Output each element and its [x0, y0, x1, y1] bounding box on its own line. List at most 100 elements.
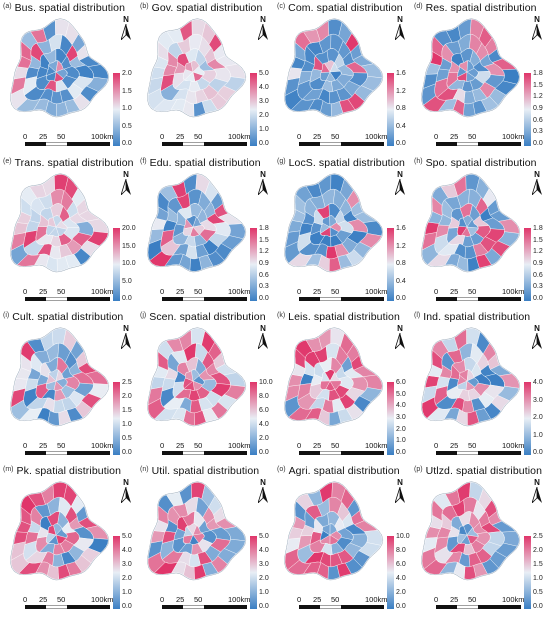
scale-label-0: 0 — [23, 441, 28, 450]
scale-bar: 0 25 50 100km — [293, 596, 389, 614]
panel-letter: (k) — [277, 312, 286, 319]
panel-name: Pk. spatial distribution — [16, 465, 122, 477]
color-scale-tick: 6.0 — [396, 379, 406, 386]
panel-letter: (c) — [277, 3, 286, 10]
panel-c: (c) Com. spatial distribution N 1.6 1.2 0.8… — [276, 1, 410, 152]
panel-letter: (g) — [277, 158, 286, 165]
scale-label-25: 25 — [450, 441, 459, 450]
color-scale-bar — [113, 536, 120, 609]
scale-label-50: 50 — [194, 132, 203, 141]
scale-label-100km: 100km — [228, 132, 251, 141]
scale-label-50: 50 — [194, 287, 203, 296]
panel-title: (d) Res. spatial distribution — [414, 1, 547, 14]
panel-name: Com. spatial distribution — [288, 2, 403, 14]
scale-label-0: 0 — [434, 441, 439, 450]
panel-letter: (d) — [414, 3, 423, 10]
panel-letter: (h) — [414, 158, 423, 165]
color-scale-bar — [524, 382, 531, 455]
scale-label-25: 25 — [450, 287, 459, 296]
district-region — [201, 379, 217, 393]
panel-o: (o) Agri. spatial distribution N 10.0 8.0 6… — [276, 464, 410, 615]
scale-bar: 0 25 50 100km — [19, 442, 115, 460]
scale-bar-graphic — [25, 451, 110, 455]
district-region — [10, 232, 26, 251]
color-scale-bar — [524, 228, 531, 301]
color-scale-tick: 0.5 — [122, 435, 132, 442]
color-scale-ticks: 1.8 1.5 1.2 0.9 0.6 0.3 0.0 — [533, 225, 547, 302]
scale-bar: 0 25 50 100km — [19, 133, 115, 151]
color-scale-tick: 4.0 — [533, 379, 543, 386]
color-scale-bar — [524, 536, 531, 609]
panel-letter: (f) — [140, 158, 147, 165]
district-map — [147, 18, 247, 118]
panel-title: (k) Leis. spatial distribution — [277, 310, 410, 323]
scale-label-0: 0 — [434, 287, 439, 296]
district-region — [290, 99, 315, 112]
color-scale-tick: 8.0 — [259, 393, 269, 400]
scale-label-100km: 100km — [502, 132, 525, 141]
scale-bar: 0 25 50 100km — [156, 442, 252, 460]
color-scale-tick: 2.0 — [396, 589, 406, 596]
north-arrow-icon: N — [393, 170, 407, 200]
scale-label-25: 25 — [313, 287, 322, 296]
color-scale-tick: 3.0 — [396, 414, 406, 421]
color-scale-tick: 0.6 — [259, 271, 269, 279]
district-map — [147, 173, 247, 273]
color-scale-ticks: 6.0 5.0 4.0 3.0 2.0 1.0 0.0 — [396, 379, 410, 456]
district-map — [421, 481, 521, 581]
scale-label-50: 50 — [57, 595, 66, 604]
scale-label-100km: 100km — [502, 287, 525, 296]
panel-title: (i) Cult. spatial distribution — [3, 310, 136, 323]
panel-f: (f) Edu. spatial distribution N 1.8 1.5 1.2… — [139, 156, 273, 307]
color-scale-tick: 0.3 — [533, 128, 543, 136]
color-scale-tick: 3.0 — [533, 396, 543, 404]
district-map — [10, 481, 110, 581]
panel-name: Util. spatial distribution — [151, 465, 260, 477]
district-region — [463, 102, 476, 117]
north-label: N — [397, 478, 403, 487]
color-scale-tick: 0.0 — [122, 140, 132, 147]
scale-bar-graphic — [299, 605, 384, 609]
color-scale-ticks: 2.5 2.0 1.5 1.0 0.5 0.0 — [122, 379, 136, 456]
color-scale-tick: 1.2 — [396, 242, 406, 250]
panel-p: (p) Utlzd. spatial distribution N 2.5 2.0 1… — [413, 464, 547, 615]
scale-label-0: 0 — [160, 441, 165, 450]
color-scale-ticks: 2.0 1.5 1.0 0.5 0.0 — [122, 70, 136, 147]
north-arrow-icon: N — [393, 478, 407, 508]
color-scale-bar — [250, 73, 257, 146]
color-scale-tick: 4.0 — [259, 421, 269, 428]
north-label: N — [397, 324, 403, 333]
scale-label-50: 50 — [468, 595, 477, 604]
color-scale-tick: 4.0 — [396, 575, 406, 582]
panel-title: (f) Edu. spatial distribution — [140, 156, 273, 169]
color-scale-tick: 2.0 — [259, 435, 269, 442]
district-map — [10, 327, 110, 427]
scale-label-50: 50 — [468, 441, 477, 450]
scale-label-50: 50 — [331, 595, 340, 604]
scale-bar: 0 25 50 100km — [156, 596, 252, 614]
color-scale-tick: 2.0 — [533, 547, 543, 554]
scale-label-25: 25 — [176, 132, 185, 141]
scale-label-25: 25 — [313, 132, 322, 141]
scale-bar-graphic — [436, 451, 521, 455]
color-scale-tick: 0.0 — [396, 140, 406, 147]
panel-a: (a) Bus. spatial distribution N 2.0 1.5 1.0… — [2, 1, 136, 152]
color-scale-tick: 0.8 — [396, 105, 406, 112]
scale-bar: 0 25 50 100km — [19, 288, 115, 306]
district-region — [35, 561, 50, 576]
district-region — [84, 371, 109, 385]
district-region — [171, 561, 187, 576]
scale-bar-graphic — [162, 451, 247, 455]
north-arrow-icon: N — [119, 15, 133, 45]
scale-label-0: 0 — [297, 287, 302, 296]
color-scale-tick: 2.0 — [396, 425, 406, 433]
scale-label-100km: 100km — [91, 132, 114, 141]
panel-j: (j) Scen. spatial distribution N 10.0 8.0 6… — [139, 310, 273, 461]
color-scale-ticks: 2.5 2.0 1.5 1.0 0.5 0.0 — [533, 533, 547, 610]
scale-label-50: 50 — [194, 441, 203, 450]
color-scale-tick: 3.0 — [259, 561, 269, 568]
scale-label-100km: 100km — [502, 595, 525, 604]
color-scale-tick: 0.9 — [259, 260, 269, 267]
scale-label-100km: 100km — [365, 287, 388, 296]
north-arrow-icon: N — [393, 324, 407, 354]
